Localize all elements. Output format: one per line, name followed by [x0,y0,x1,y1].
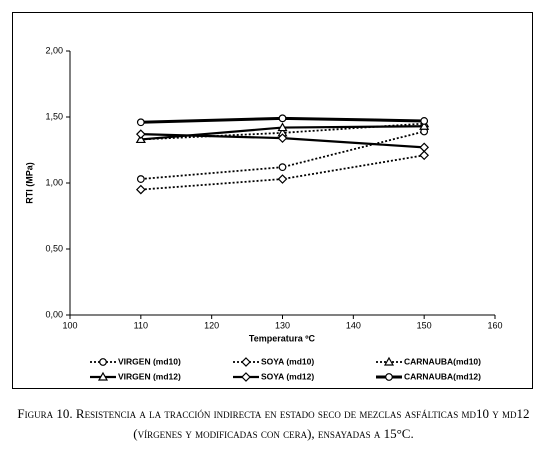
data-point [419,150,430,161]
y-tick-label: 0,50 [45,243,63,253]
legend-label: CARNAUBA(md12) [404,371,481,381]
legend-marker [385,373,393,381]
legend-label: VIRGEN (md10) [118,356,181,366]
x-axis-title: Temperatura ºC [249,333,316,343]
y-tick-label: 0,00 [45,309,63,319]
y-tick-label: 1,00 [45,177,63,187]
x-tick-label: 160 [487,320,502,330]
data-point [135,184,146,195]
series-line [140,154,425,191]
legend-label: SOYA (md10) [261,356,314,366]
data-point [136,175,145,183]
legend-label: CARNAUBA(md10) [404,356,481,366]
data-point [277,174,288,184]
x-tick-label: 140 [346,320,361,330]
data-point [135,129,146,140]
x-tick-label: 110 [134,320,148,330]
x-tick-label: 120 [204,320,219,330]
figure-caption: Figura 10. Resistencia a la tracción ind… [17,406,530,441]
legend-marker [241,357,251,367]
chart: Temperatura ºC RTI (MPa) 0,00 0,50 1,00 1,5… [12,12,533,389]
x-tick-label: 150 [417,320,432,330]
data-point [277,133,288,143]
data-point [419,142,430,153]
legend-label: SOYA (md12) [261,371,314,381]
x-tick-label: 130 [275,320,290,330]
y-tick-label: 1,50 [45,111,63,121]
data-point [420,117,429,125]
x-tick-label: 100 [62,320,77,330]
data-point [419,121,430,130]
y-axis-title: RTI (MPa) [24,162,34,204]
legend-marker [97,371,109,381]
data-point [136,118,145,127]
data-point [278,114,287,123]
legend-marker [241,372,251,382]
legend-label: VIRGEN (md12) [118,371,181,381]
data-point [277,122,288,132]
legend-marker [383,356,395,366]
data-point [278,163,287,172]
y-tick-label: 2,00 [45,45,63,55]
legend-marker [99,358,107,366]
chart-border [12,12,533,389]
